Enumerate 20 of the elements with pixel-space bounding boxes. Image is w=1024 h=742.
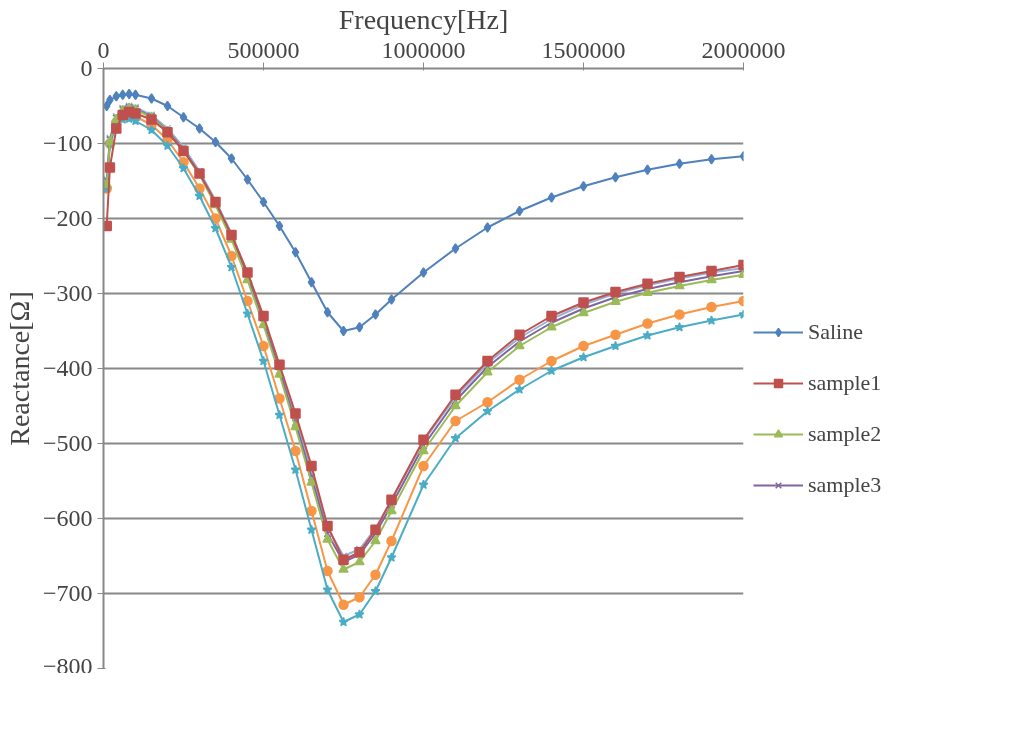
y-tick-label: −300 [42, 280, 93, 306]
x-tick-label: 0 [97, 36, 110, 63]
y-tick-label: −200 [42, 205, 93, 231]
y-axis-title: Reactance[Ω] [3, 291, 35, 446]
x-tick-label: 500000 [227, 36, 300, 63]
x-tick-label: 2000000 [701, 36, 786, 63]
y-tick-label: −500 [42, 430, 93, 456]
legend-label: sample2 [808, 421, 883, 447]
y-tick-label: −400 [42, 355, 93, 381]
x-tick-label: 1000000 [381, 36, 466, 63]
y-tick-label: −700 [42, 580, 93, 606]
legend-label: sample1 [808, 370, 883, 396]
y-tick-label: 0 [80, 55, 93, 81]
x-tick-label: 1500000 [541, 36, 626, 63]
y-tick-label: −800 [42, 652, 93, 679]
y-tick-label: −600 [42, 505, 93, 531]
y-tick-label: −100 [42, 130, 93, 156]
legend-label: Saline [808, 319, 864, 345]
legend-label: sample3 [808, 472, 883, 498]
x-axis-title: Frequency[Hz] [338, 3, 509, 35]
